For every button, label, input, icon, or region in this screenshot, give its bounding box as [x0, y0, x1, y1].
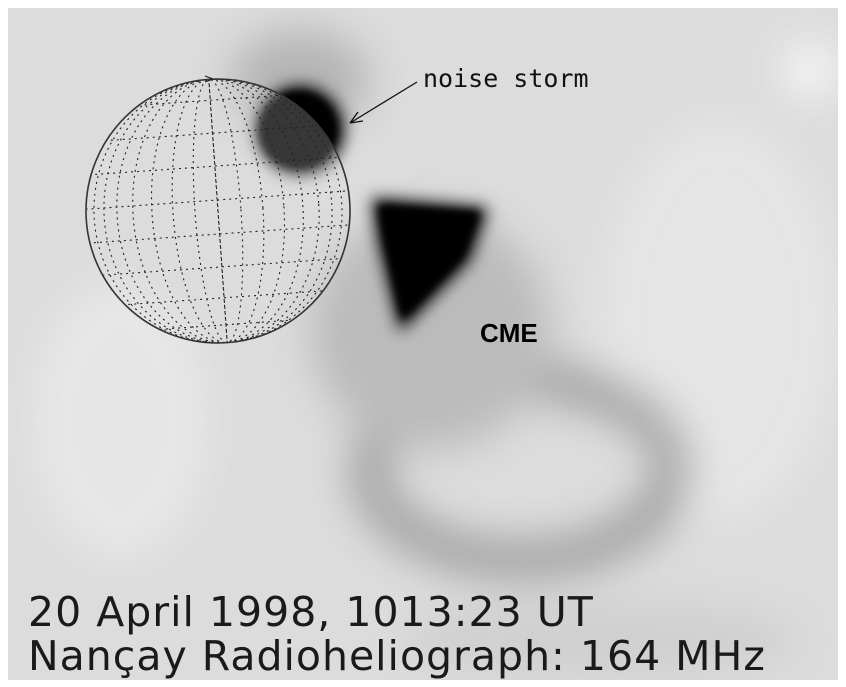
background	[0, 0, 846, 687]
radio-image: noise storm CME 20 April 1998, 1013:23 U…	[0, 0, 846, 687]
cme-label: CME	[480, 318, 538, 348]
noise-storm-label: noise storm	[423, 64, 589, 93]
caption-date: 20 April 1998, 1013:23 UT	[28, 588, 594, 636]
caption-instrument: Nançay Radioheliograph: 164 MHz	[28, 632, 766, 680]
